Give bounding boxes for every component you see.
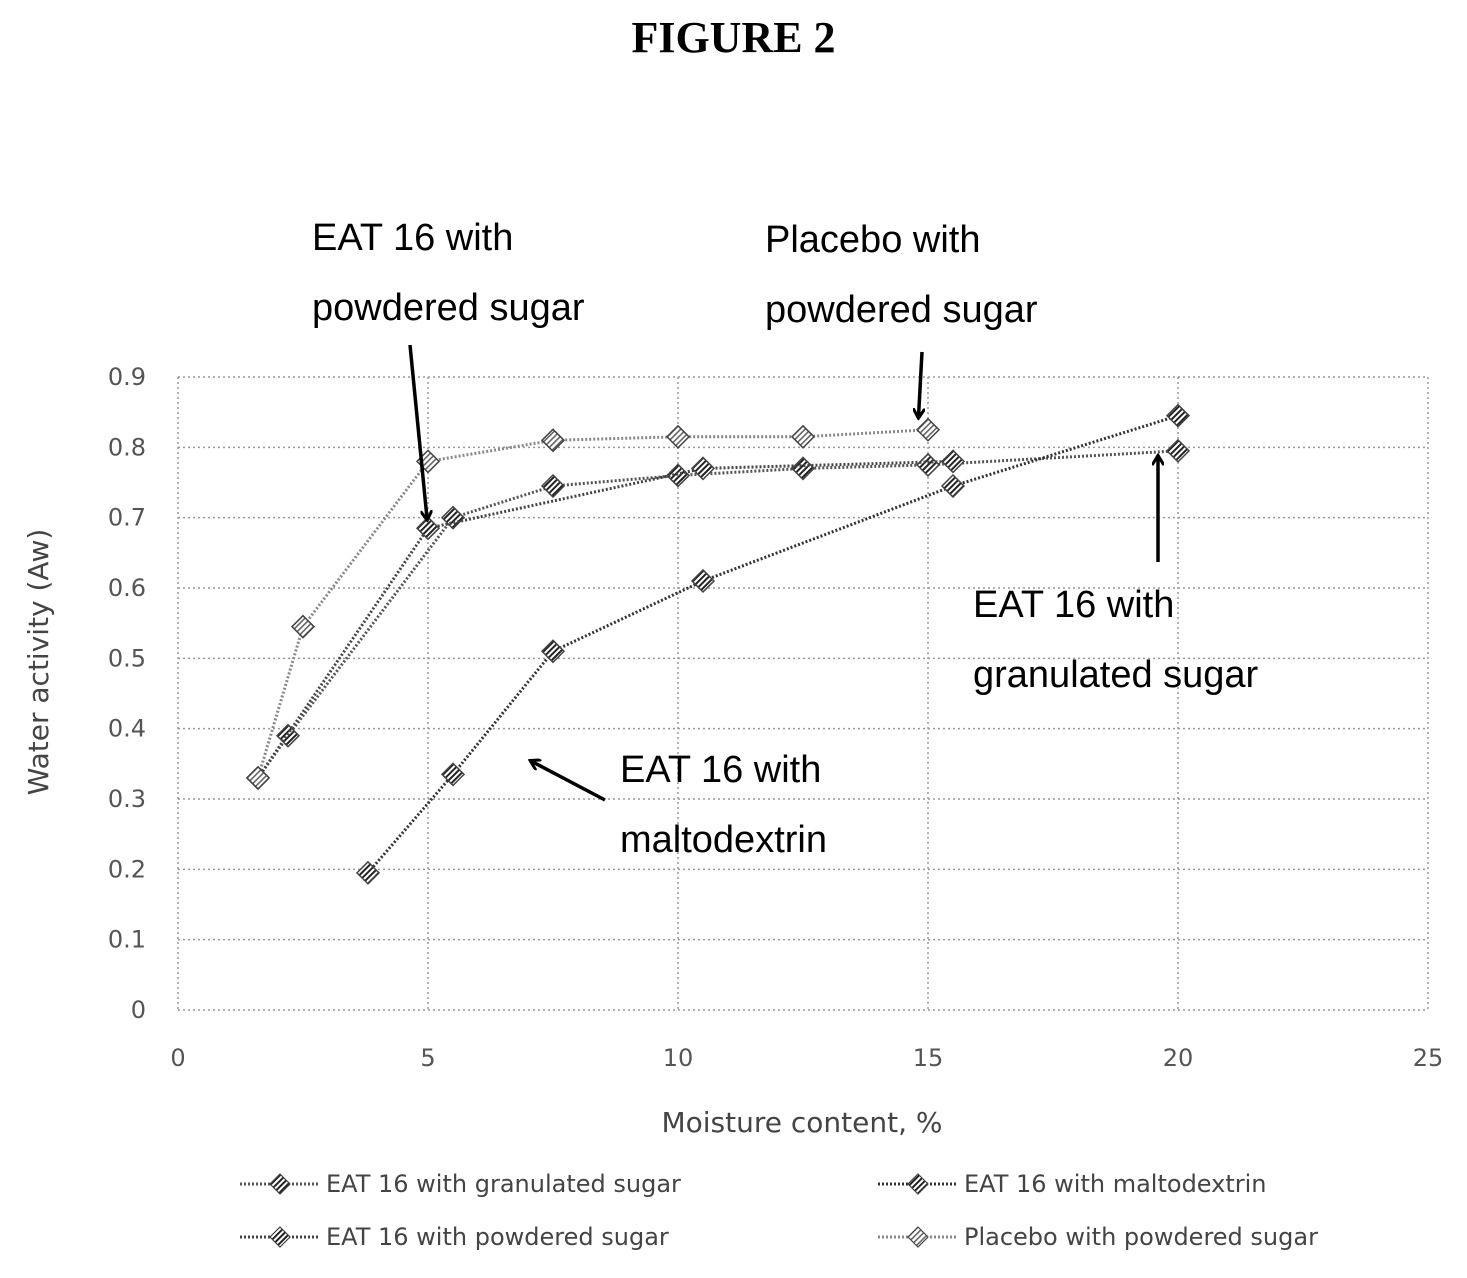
data-point bbox=[940, 473, 966, 499]
legend-label: EAT 16 with powdered sugar bbox=[326, 1223, 669, 1251]
data-point bbox=[415, 516, 441, 541]
data-point bbox=[690, 456, 716, 481]
y-tick-label: 0.9 bbox=[108, 363, 146, 391]
data-point bbox=[440, 762, 466, 787]
data-point bbox=[1165, 403, 1191, 428]
annotation-arrow bbox=[918, 351, 922, 418]
data-point bbox=[355, 860, 381, 885]
data-point bbox=[245, 765, 271, 790]
data-point bbox=[665, 463, 691, 488]
x-tick-label: 5 bbox=[420, 1044, 435, 1072]
series-line bbox=[256, 428, 929, 779]
series-3 bbox=[245, 449, 966, 790]
legend-swatch-marker bbox=[269, 1173, 291, 1195]
y-tick-label: 0.4 bbox=[108, 715, 146, 743]
annotation-text: maltodextrin bbox=[620, 819, 827, 861]
series bbox=[245, 403, 1191, 885]
y-tick-label: 0.5 bbox=[108, 644, 146, 672]
annotation-arrow bbox=[408, 344, 427, 520]
y-tick-label: 0.1 bbox=[108, 926, 146, 954]
legend: EAT 16 with granulated sugar EAT 16 with … bbox=[240, 1170, 1318, 1251]
annotation-text: EAT 16 with bbox=[620, 749, 821, 791]
annotation-placebo: Placebo with powdered sugar bbox=[765, 219, 1038, 418]
legend-label: EAT 16 with granulated sugar bbox=[326, 1170, 681, 1198]
y-tick-label: 0.3 bbox=[108, 785, 146, 813]
data-point bbox=[540, 639, 566, 664]
legend-label: Placebo with powdered sugar bbox=[964, 1223, 1318, 1251]
data-point bbox=[790, 456, 816, 481]
x-tick-label: 25 bbox=[1413, 1044, 1444, 1072]
series-4 bbox=[245, 417, 941, 790]
data-point bbox=[290, 614, 316, 639]
x-tick-label: 10 bbox=[663, 1044, 694, 1072]
y-tick-label: 0.6 bbox=[108, 574, 146, 602]
annotation-maltodextrin: EAT 16 with maltodextrin bbox=[530, 749, 827, 861]
annotation-granulated: EAT 16 with granulated sugar bbox=[973, 455, 1259, 696]
annotation-text: powdered sugar bbox=[765, 289, 1038, 331]
legend-label: EAT 16 with maltodextrin bbox=[964, 1170, 1267, 1198]
annotation-text: EAT 16 with bbox=[312, 217, 513, 259]
series-2 bbox=[355, 403, 1191, 885]
annotation-text: EAT 16 with bbox=[973, 584, 1174, 626]
data-point bbox=[540, 428, 566, 453]
data-point bbox=[940, 449, 966, 474]
series-line bbox=[256, 459, 954, 779]
y-axis-label: Water activity (Aw) bbox=[22, 529, 55, 796]
figure-title: FIGURE 2 bbox=[631, 13, 836, 62]
data-point bbox=[540, 473, 566, 499]
legend-item: EAT 16 with granulated sugar bbox=[240, 1170, 681, 1198]
data-point bbox=[440, 505, 466, 530]
legend-swatch-marker bbox=[907, 1226, 929, 1248]
data-point bbox=[665, 424, 691, 449]
legend-swatch-marker bbox=[269, 1226, 291, 1248]
series-line bbox=[366, 414, 1179, 874]
y-tick-label: 0.8 bbox=[108, 433, 146, 461]
x-axis-label: Moisture content, % bbox=[661, 1106, 942, 1139]
annotation-text: Placebo with bbox=[765, 219, 980, 261]
x-tick-label: 0 bbox=[170, 1044, 185, 1072]
legend-item: EAT 16 with maltodextrin bbox=[878, 1170, 1267, 1198]
legend-item: EAT 16 with powdered sugar bbox=[240, 1223, 669, 1251]
data-point bbox=[915, 452, 941, 477]
data-point bbox=[690, 568, 716, 594]
annotation-text: powdered sugar bbox=[312, 287, 585, 329]
y-tick-label: 0 bbox=[131, 996, 146, 1024]
data-point bbox=[1165, 438, 1191, 463]
annotations: EAT 16 with powdered sugar Placebo with pow… bbox=[312, 217, 1259, 861]
annotation-text: granulated sugar bbox=[973, 654, 1259, 696]
annotation-arrow bbox=[530, 761, 606, 802]
x-tick-label: 15 bbox=[913, 1044, 944, 1072]
y-tick-label: 0.7 bbox=[108, 504, 146, 532]
legend-swatch-marker bbox=[907, 1173, 929, 1195]
series-line bbox=[256, 449, 1179, 779]
legend-item: Placebo with powdered sugar bbox=[878, 1223, 1318, 1251]
annotation-powdered: EAT 16 with powdered sugar bbox=[312, 217, 585, 520]
data-point bbox=[790, 424, 816, 449]
axis-ticks: 0 0.1 0.2 0.3 0.4 0.5 0.6 0.7 0.8 0.9 0 5 10 15 20 25 bbox=[108, 363, 1443, 1072]
data-point bbox=[915, 417, 941, 442]
y-tick-label: 0.2 bbox=[108, 855, 146, 883]
x-tick-label: 20 bbox=[1163, 1044, 1194, 1072]
